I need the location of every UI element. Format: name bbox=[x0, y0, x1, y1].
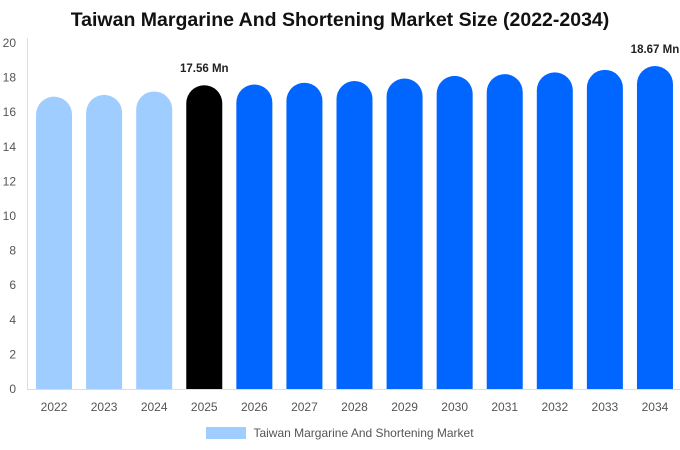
bar-2026 bbox=[236, 84, 273, 390]
bar-2023 bbox=[86, 94, 123, 389]
data-label-2034: 18.67 Mn bbox=[631, 44, 680, 56]
x-tick-label: 2029 bbox=[391, 400, 418, 414]
x-tick-label: 2025 bbox=[191, 400, 218, 414]
y-tick-label: 2 bbox=[9, 347, 16, 361]
y-tick-label: 4 bbox=[9, 313, 16, 327]
x-tick-label: 2022 bbox=[41, 400, 68, 414]
bar-2029 bbox=[386, 78, 423, 389]
x-tick-label: 2032 bbox=[541, 400, 568, 414]
x-tick-label: 2031 bbox=[491, 400, 518, 414]
bar-2027 bbox=[286, 82, 323, 389]
bar-2032 bbox=[536, 72, 573, 389]
bar-2028 bbox=[336, 81, 373, 389]
x-tick-label: 2024 bbox=[141, 400, 168, 414]
axes: 0 2 4 6 8 10 12 14 16 18 20 bbox=[3, 36, 680, 396]
data-label-2025: 17.56 Mn bbox=[180, 63, 229, 75]
y-tick-label: 16 bbox=[3, 105, 17, 119]
y-tick-label: 10 bbox=[3, 209, 17, 223]
y-tick-label: 18 bbox=[3, 71, 17, 85]
x-tick-label: 2033 bbox=[592, 400, 619, 414]
x-tick-label: 2026 bbox=[241, 400, 268, 414]
y-tick-label: 8 bbox=[9, 244, 16, 258]
bars bbox=[36, 66, 673, 390]
x-tick-label: 2028 bbox=[341, 400, 368, 414]
labels: 2022 2023 2024 2025 2026 2027 2028 2029 2030 2031… bbox=[41, 44, 680, 414]
y-tick-label: 0 bbox=[9, 382, 16, 396]
x-tick-label: 2030 bbox=[441, 400, 468, 414]
x-tick-label: 2023 bbox=[91, 400, 118, 414]
bar-2022 bbox=[36, 96, 73, 389]
bar-2033 bbox=[586, 69, 623, 389]
y-tick-label: 20 bbox=[3, 36, 17, 50]
y-tick-label: 14 bbox=[3, 140, 17, 154]
bar-2025 bbox=[186, 85, 223, 389]
y-tick-label: 12 bbox=[3, 174, 17, 188]
bar-2024 bbox=[136, 91, 173, 390]
legend-label: Taiwan Margarine And Shortening Market bbox=[253, 426, 474, 440]
bar-2030 bbox=[436, 75, 473, 390]
x-tick-label: 2034 bbox=[642, 400, 669, 414]
x-tick-label: 2027 bbox=[291, 400, 318, 414]
legend: Taiwan Margarine And Shortening Market bbox=[0, 426, 680, 440]
bar-2031 bbox=[486, 74, 523, 389]
chart-title: Taiwan Margarine And Shortening Market S… bbox=[70, 9, 610, 31]
bar-2034 bbox=[636, 66, 673, 389]
legend-swatch bbox=[206, 427, 247, 439]
y-tick-label: 6 bbox=[9, 278, 16, 292]
